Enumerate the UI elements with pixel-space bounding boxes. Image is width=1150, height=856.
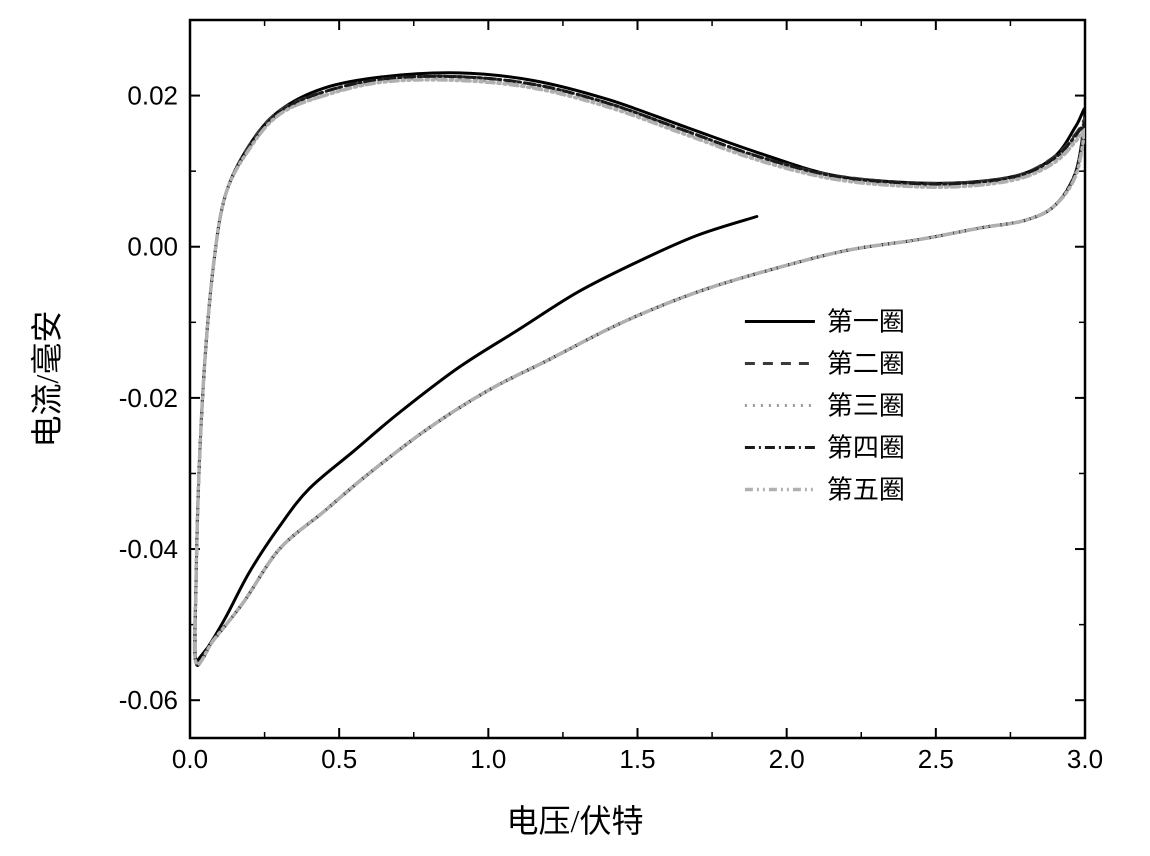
x-axis-label: 电压/伏特 bbox=[0, 796, 1150, 842]
x-tick-label: 3.0 bbox=[1067, 744, 1103, 774]
y-tick-label: 0.00 bbox=[127, 232, 178, 262]
legend-label-2: 第三圈 bbox=[827, 392, 905, 421]
x-tick-label: 1.5 bbox=[619, 744, 655, 774]
y-tick-label: -0.04 bbox=[119, 534, 178, 564]
y-tick-label: -0.02 bbox=[119, 383, 178, 413]
legend-label-0: 第一圈 bbox=[827, 308, 905, 337]
y-axis-label: 电流/毫安 bbox=[22, 311, 68, 448]
chart-svg: 0.0 0.5 1.0 1.5 2.0 2.5 3.0 -0.06 -0.04 -0.02 0.00… bbox=[0, 0, 1150, 851]
y-tick-label: -0.06 bbox=[119, 685, 178, 715]
x-tick-label: 2.5 bbox=[918, 744, 954, 774]
x-tick-label: 1.0 bbox=[470, 744, 506, 774]
x-tick-label: 0.5 bbox=[321, 744, 357, 774]
legend-label-1: 第二圈 bbox=[827, 350, 905, 379]
cv-chart: 0.0 0.5 1.0 1.5 2.0 2.5 3.0 -0.06 -0.04 -0.02 0.00… bbox=[0, 0, 1150, 851]
legend-label-3: 第四圈 bbox=[827, 434, 905, 463]
x-tick-label: 2.0 bbox=[769, 744, 805, 774]
y-tick-label: 0.02 bbox=[127, 81, 178, 111]
x-tick-label: 0.0 bbox=[172, 744, 208, 774]
legend-label-4: 第五圈 bbox=[827, 476, 905, 505]
